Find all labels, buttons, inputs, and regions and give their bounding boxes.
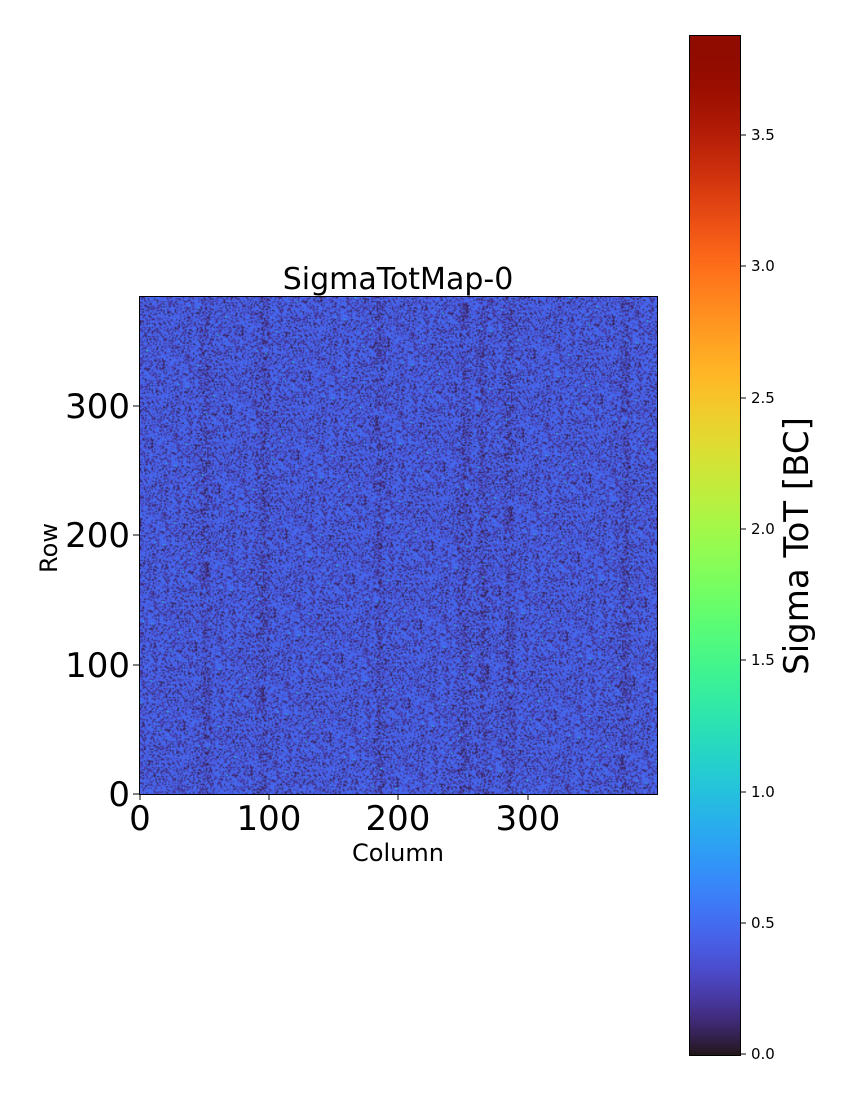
chart-title: SigmaTotMap-0 <box>283 262 514 297</box>
y-tick-label: 300 <box>65 387 130 427</box>
colorbar-gradient <box>690 36 740 1055</box>
colorbar-tick-label: 1.5 <box>751 651 775 669</box>
colorbar-tick-label: 0.0 <box>751 1045 775 1063</box>
y-tick-label: 100 <box>65 646 130 686</box>
y-tick-label: 0 <box>108 775 130 815</box>
y-axis: 0 100 200 300 Row <box>35 387 140 815</box>
colorbar-tick-label: 1.0 <box>751 783 775 801</box>
colorbar-tick-label: 3.0 <box>751 257 775 275</box>
heatmap-image <box>140 297 657 794</box>
colorbar-frame <box>689 35 741 1056</box>
x-tick-label: 300 <box>496 799 561 839</box>
x-tick-label: 0 <box>129 799 151 839</box>
x-axis-label: Column <box>352 839 444 867</box>
x-tick-label: 200 <box>366 799 431 839</box>
colorbar-tick-label: 0.5 <box>751 914 775 932</box>
y-axis-label: Row <box>35 523 63 573</box>
x-axis: 0 100 200 300 Column <box>129 794 560 867</box>
colorbar-label: Sigma ToT [BC] <box>777 417 817 675</box>
colorbar-tick-label: 2.0 <box>751 520 775 538</box>
x-tick-label: 100 <box>237 799 302 839</box>
colorbar-tick-label: 3.5 <box>751 126 775 144</box>
colorbar-axis: 0.0 0.5 1.0 1.5 2.0 2.5 3.0 3.5 Sigma To… <box>740 126 817 1063</box>
colorbar-tick-label: 2.5 <box>751 389 775 407</box>
y-tick-label: 200 <box>65 516 130 556</box>
